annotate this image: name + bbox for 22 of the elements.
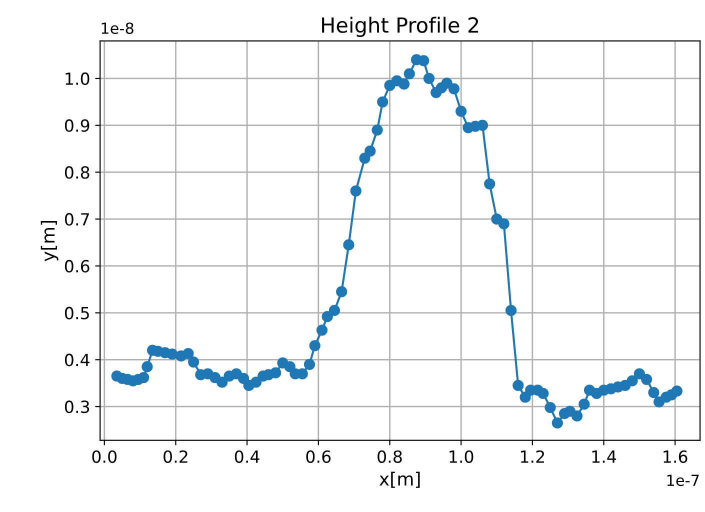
y-tick-label: 0.3 [64, 400, 90, 414]
text: 1e-8 [102, 22, 134, 34]
y-tick-label: 0.8 [64, 166, 90, 179]
x-tick-label: 1.6 [664, 450, 688, 463]
y-tick-label: 0.6 [64, 260, 90, 273]
x-tick-label: 1.0 [450, 450, 474, 463]
x-axis-title: x[m] [379, 472, 420, 488]
x-tick-label: 0.4 [234, 450, 260, 463]
y-tick-label: 0.5 [64, 306, 89, 320]
y-tick-label: 0.7 [64, 213, 89, 226]
x-tick-label: 1.4 [592, 450, 616, 463]
x-tick-label: 0.6 [306, 450, 331, 463]
x-tick-label: 0.0 [92, 450, 117, 463]
x-tick-label: 0.8 [378, 450, 402, 463]
y-tick-label: 0.4 [64, 354, 90, 366]
y-tick-label: 1.0 [66, 72, 90, 86]
x-tick-label: 1.2 [521, 450, 544, 463]
x-tick-label: 0.2 [164, 450, 188, 463]
chart-title: Height Profile 2 [322, 16, 478, 37]
y-tick-label: 0.9 [64, 119, 90, 132]
text: 1e-7 [667, 474, 699, 486]
y-axis-title: y[m] [40, 221, 58, 262]
